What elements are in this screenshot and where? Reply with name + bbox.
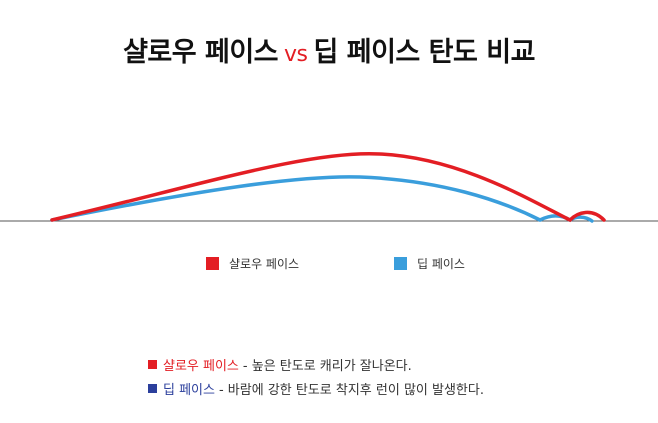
legend: 샬로우 페이스 딥 페이스	[0, 255, 658, 275]
note-text-shallow: - 높은 탄도로 캐리가 잘나온다.	[242, 358, 412, 374]
shallow-face-trajectory	[50, 151, 606, 223]
legend-label-shallow: 샬로우 페이스	[229, 257, 300, 271]
legend-label-deep: 딥 페이스	[417, 257, 465, 271]
note-bullet-deep	[148, 383, 157, 393]
page-title: 샬로우 페이스 vs 딥 페이스 탄도 비교	[0, 30, 658, 69]
trajectory-diagram	[0, 151, 658, 223]
note-label-deep: 딥 페이스	[163, 382, 215, 398]
note-deep: 딥 페이스 - 바람에 강한 탄도로 착지후 런이 많이 발생한다.	[148, 376, 484, 400]
note-shallow: 샬로우 페이스 - 높은 탄도로 캐리가 잘나온다.	[148, 352, 484, 376]
legend-item-deep: 딥 페이스	[394, 255, 465, 272]
note-label-shallow: 샬로우 페이스	[163, 358, 239, 374]
legend-item-shallow: 샬로우 페이스	[206, 255, 299, 272]
legend-swatch-shallow	[206, 257, 219, 270]
note-text-deep: - 바람에 강한 탄도로 착지후 런이 많이 발생한다.	[218, 382, 484, 398]
legend-swatch-deep	[394, 257, 407, 270]
title-deep: 딥 페이스 탄도 비교	[313, 37, 536, 68]
notes: 샬로우 페이스 - 높은 탄도로 캐리가 잘나온다. 딥 페이스 - 바람에 강…	[148, 352, 484, 400]
note-bullet-shallow	[148, 359, 157, 369]
title-vs: vs	[284, 42, 308, 67]
title-shallow: 샬로우 페이스	[123, 37, 279, 68]
